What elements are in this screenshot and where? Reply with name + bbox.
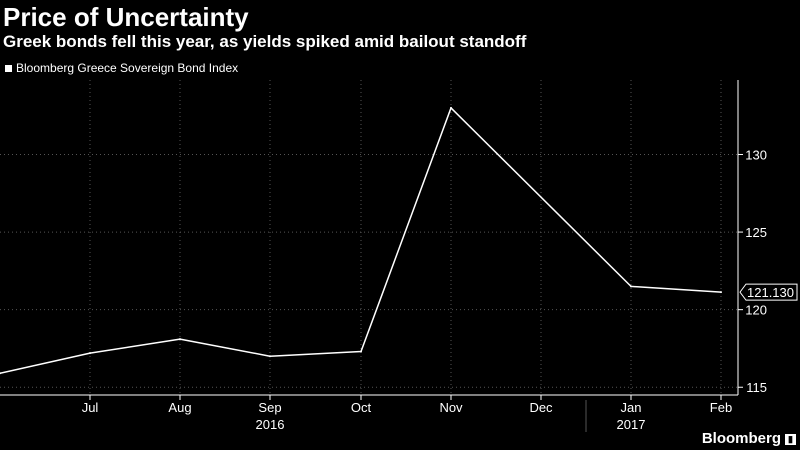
- last-value-label: 121.130: [747, 285, 794, 300]
- x-tick-label: Oct: [351, 400, 372, 415]
- x-tick-label: Aug: [168, 400, 191, 415]
- data-point: [630, 285, 632, 288]
- series-line: [0, 107, 722, 375]
- bloomberg-logo: Bloomberg ▮: [702, 430, 796, 448]
- x-year-label: 2017: [617, 417, 646, 432]
- x-year-label: 2016: [256, 417, 285, 432]
- data-point: [269, 355, 271, 358]
- x-tick-label: Jul: [82, 400, 99, 415]
- bloomberg-chart-icon: ▮: [785, 433, 796, 445]
- y-tick-label: 120: [745, 303, 767, 318]
- y-tick-label: 125: [745, 225, 767, 240]
- x-tick-label: Sep: [258, 400, 281, 415]
- y-tick-label: 130: [745, 147, 767, 162]
- x-tick-label: Dec: [529, 400, 553, 415]
- data-point: [720, 291, 722, 294]
- data-point: [179, 338, 181, 341]
- data-point: [450, 106, 452, 109]
- chart-legend: Bloomberg Greece Sovereign Bond Index: [5, 60, 238, 76]
- brand-name: Bloomberg: [701, 430, 781, 447]
- data-point: [360, 350, 362, 353]
- data-point: [0, 372, 1, 375]
- x-tick-label: Jan: [621, 400, 642, 415]
- legend-label: Bloomberg Greece Sovereign Bond Index: [16, 61, 239, 75]
- y-tick-label: 115: [746, 380, 767, 395]
- legend-swatch: [5, 64, 12, 72]
- chart-subtitle: Greek bonds fell this year, as yields sp…: [3, 32, 527, 51]
- x-tick-label: Feb: [710, 400, 732, 415]
- last-value-tag: [739, 283, 798, 301]
- chart-title: Price of Uncertainty: [3, 2, 249, 32]
- x-tick-label: Nov: [439, 400, 463, 415]
- data-point: [89, 352, 91, 355]
